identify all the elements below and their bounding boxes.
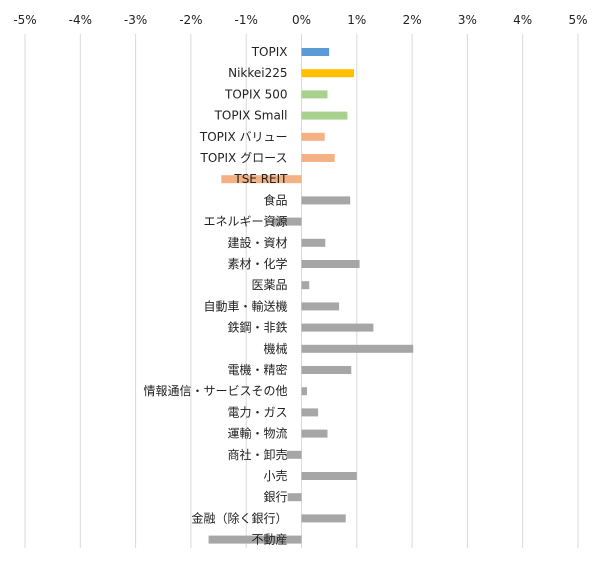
x-tick-label: -3% [124, 13, 147, 27]
category-label: TOPIX [251, 45, 288, 59]
category-label: Nikkei225 [228, 66, 287, 80]
x-tick-label: 2% [403, 13, 422, 27]
x-tick-label: -2% [179, 13, 202, 27]
category-label: TOPIX Small [214, 109, 288, 123]
bar [301, 429, 328, 438]
x-axis-ticks: -5% -4% -3% -2% -1% 0% 1% 2% 3% 4% 5% [13, 13, 587, 27]
category-label: TOPIX バリュー [199, 130, 288, 144]
bar [272, 217, 302, 226]
x-tick-label: -4% [69, 13, 92, 27]
category-label: TOPIX 500 [224, 87, 288, 101]
bar [301, 344, 414, 353]
x-tick-label: 4% [513, 13, 532, 27]
bar [301, 472, 357, 480]
category-label: 素材・化学 [227, 256, 287, 271]
category-label: 不動産 [251, 532, 287, 547]
category-label: TOPIX グロース [200, 151, 288, 165]
bar [221, 175, 302, 184]
category-label: 医薬品 [251, 278, 287, 292]
bar [301, 387, 308, 396]
x-tick-label: -1% [235, 13, 258, 27]
category-labels: TOPIX Nikkei225 TOPIX 500 TOPIX Small TOPIX … [143, 45, 288, 547]
category-label: 小売 [263, 468, 287, 483]
category-label: 情報通信・サービスその他 [143, 384, 287, 398]
bar [301, 90, 328, 99]
bar [301, 69, 355, 78]
bar [287, 493, 302, 502]
category-label: 自動車・輸送機 [203, 298, 287, 313]
bar [301, 281, 310, 290]
bars [208, 48, 414, 544]
bar [301, 238, 326, 247]
category-label: 銀行 [263, 490, 287, 504]
category-label: エネルギー資源 [203, 215, 287, 229]
bar [301, 514, 346, 523]
bar [301, 154, 335, 162]
bar [286, 450, 302, 459]
bar [301, 260, 360, 268]
category-label: TSE REIT [233, 172, 288, 186]
category-label: 食品 [263, 192, 287, 207]
bar [301, 132, 325, 141]
gridlines [24, 34, 579, 548]
category-label: 商社・卸売 [227, 447, 287, 462]
bar [208, 535, 302, 544]
bar [301, 302, 340, 311]
category-label: 金融（除く銀行） [191, 510, 287, 525]
bar [301, 366, 352, 374]
x-tick-label: 0% [292, 13, 311, 27]
bar [301, 408, 319, 417]
bar [301, 196, 351, 205]
bar [301, 48, 330, 56]
category-label: 電機・精密 [227, 362, 287, 377]
category-label: 運輸・物流 [227, 426, 287, 441]
category-label: 建設・資材 [227, 235, 287, 250]
x-tick-label: 3% [458, 13, 477, 27]
bar [301, 323, 374, 332]
x-tick-label: -5% [13, 13, 36, 27]
category-label: 電力・ガス [227, 405, 287, 419]
x-tick-label: 5% [568, 13, 587, 27]
bar [301, 111, 348, 120]
category-label: 鉄鋼・非鉄 [227, 320, 287, 335]
x-tick-label: 1% [347, 13, 366, 27]
category-label: 機械 [263, 341, 287, 356]
